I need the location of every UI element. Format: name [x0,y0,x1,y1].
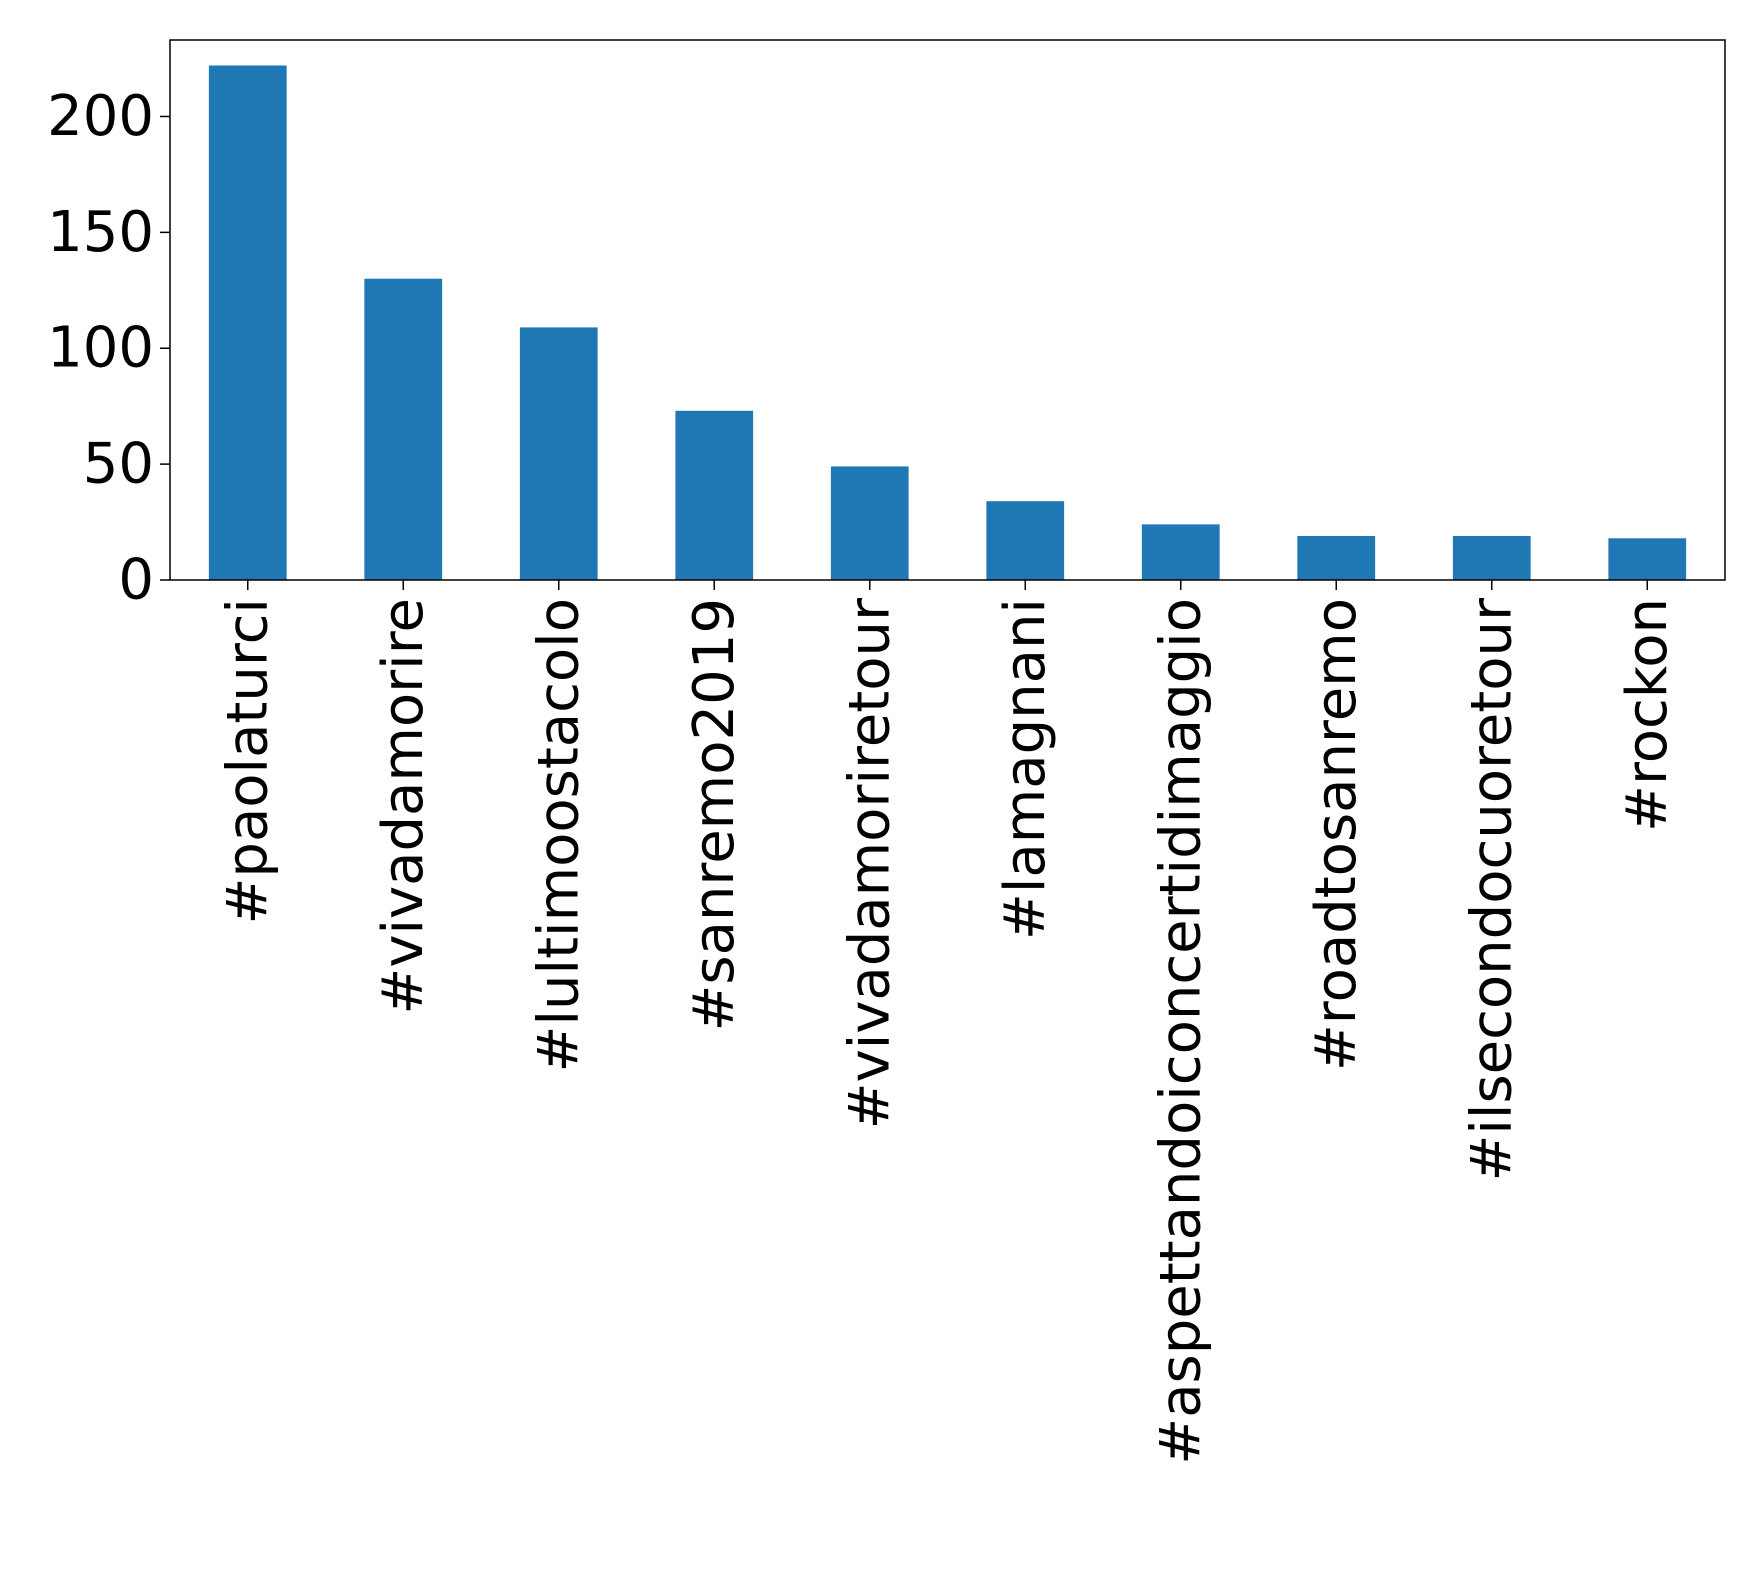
x-tick-label: #lamagnani [993,598,1058,940]
x-tick-label: #paolaturci [215,598,280,925]
y-axis: 0 50 100 150 200 [47,84,170,613]
x-tick-label: #vivadamoriretour [837,597,902,1129]
bar-paolaturci [208,65,287,581]
y-tick-label: 100 [47,316,154,381]
y-tick-label: 0 [118,548,154,613]
y-tick-label: 150 [47,200,154,265]
y-tick-label: 200 [47,84,154,149]
bar-lamagnani [986,501,1065,580]
x-tick-label: #vivadamorire [371,598,436,1015]
x-tick-label: #lultimoostacolo [526,598,591,1072]
bar-sanremo2019 [675,410,754,580]
bar-ilsecondocuoretour [1452,535,1531,580]
bars-group [208,65,1687,581]
x-tick-label: #aspettandoiconcertidimaggio [1148,598,1213,1465]
bar-vivadamorire [364,278,443,580]
x-tick-label: #sanremo2019 [682,598,747,1031]
plot-frame [169,39,1726,581]
x-axis: #paolaturci #vivadamorire #lultimoostacolo… [215,580,1680,1465]
bar-lultimoostacolo [519,327,598,580]
x-tick-label: #ilsecondocuoretour [1459,597,1524,1182]
bar-roadtosanremo [1297,535,1376,580]
bar-vivadamoriretour [830,466,909,580]
bar-rockon [1608,538,1687,580]
x-tick-label: #rockon [1615,598,1680,832]
bar-aspettandoiconcertidimaggio [1141,524,1220,580]
x-tick-label: #roadtosanremo [1304,598,1369,1071]
y-tick-label: 50 [83,432,154,497]
